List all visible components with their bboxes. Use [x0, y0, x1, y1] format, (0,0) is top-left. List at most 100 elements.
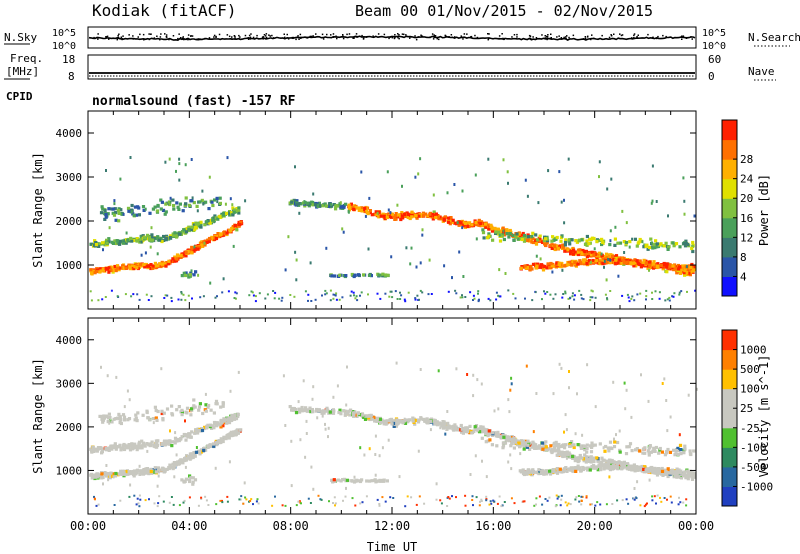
velocity-cell [511, 437, 515, 441]
power-cell [138, 298, 141, 301]
velocity-cell [498, 495, 501, 498]
power-cell [431, 217, 435, 221]
power-cell [418, 298, 420, 301]
power-cell [477, 292, 479, 295]
power-cell [531, 237, 535, 241]
power-cell [150, 295, 153, 298]
power-cell [135, 266, 139, 270]
power-cell [192, 273, 196, 277]
velocity-cell [129, 444, 133, 448]
velocity-cell [212, 411, 216, 415]
velocity-cell [321, 409, 325, 413]
power-cell [135, 239, 140, 243]
power-cell [173, 231, 177, 235]
power-cell [449, 216, 453, 220]
power-cell [537, 201, 540, 205]
velocity-cell [315, 407, 319, 412]
velocity-cell [577, 467, 581, 471]
power-cell [461, 226, 464, 230]
power-cell [122, 266, 126, 271]
noise-left-bottom-tick: 10^0 [52, 41, 76, 52]
power-cell [144, 251, 147, 255]
velocity-cell [345, 486, 347, 490]
velocity-cell [521, 441, 525, 445]
power-cell [487, 227, 491, 231]
power-cell [446, 191, 449, 195]
velocity-cell [94, 498, 96, 501]
noise-search-point [132, 35, 134, 37]
velocity-cell [493, 500, 496, 503]
power-cell [203, 243, 207, 247]
velocity-cell [121, 413, 126, 417]
noise-search-point [261, 36, 264, 38]
velocity-cell [139, 498, 142, 501]
velocity-cell [691, 471, 695, 475]
power-cell [628, 240, 632, 244]
velocity-cell [564, 443, 568, 447]
velocity-cell [226, 417, 230, 421]
velocity-cell [226, 495, 229, 498]
power-cell [656, 262, 660, 266]
power-cell [432, 210, 436, 214]
velocity-cell [378, 503, 381, 505]
velocity-cell [635, 447, 639, 451]
power-cell [629, 261, 633, 265]
velocity-cell [666, 498, 668, 501]
power-cell [403, 298, 406, 301]
velocity-cell [205, 499, 208, 502]
velocity-cell [555, 494, 558, 497]
noise-search-point [431, 33, 434, 35]
velocity-cell [200, 428, 205, 433]
velocity-cell [586, 363, 589, 367]
power-cell [396, 203, 399, 207]
power-cell [651, 291, 653, 294]
velocity-cell [688, 449, 692, 453]
power-cell [457, 223, 461, 227]
velocity-cell [496, 434, 500, 438]
cpid-label: CPID [6, 90, 33, 103]
velocity-cell [565, 428, 568, 432]
power-cell [89, 268, 93, 272]
velocity-cell [670, 501, 673, 504]
power-cell [483, 222, 488, 226]
velocity-cell [135, 468, 140, 472]
velocity-cell [608, 440, 613, 444]
power-cell [419, 157, 422, 161]
velocity-cell [485, 475, 488, 479]
power-cell [561, 245, 566, 249]
power-cell [446, 216, 451, 220]
power-cell [109, 268, 113, 273]
velocity-cell [403, 421, 408, 425]
velocity-cell [678, 496, 680, 499]
power-cell [468, 221, 472, 225]
noise-search-point [546, 37, 548, 40]
power-cell [522, 239, 527, 243]
velocity-cell [521, 439, 525, 443]
velocity-cell [439, 426, 442, 430]
velocity-cell [591, 503, 593, 506]
velocity-cell [302, 379, 305, 383]
power-cell [642, 261, 646, 265]
freq-strip: Freq. [MHz] 18 8 60 0 Nave [4, 52, 776, 83]
velocity-cell [688, 474, 692, 478]
freq-bottom-tick: 8 [68, 70, 75, 83]
power-cell [585, 243, 589, 247]
power-cell [585, 255, 589, 259]
power-cell [679, 267, 683, 271]
velocity-cell [620, 462, 624, 466]
power-y-tick-label: 3000 [56, 171, 83, 184]
velocity-cell [580, 503, 583, 506]
noise-search-point [391, 36, 394, 39]
power-cell [690, 246, 694, 251]
power-cell [104, 296, 107, 298]
nave-bottom-tick: 0 [708, 70, 715, 83]
velocity-cell [90, 449, 94, 453]
power-cell [170, 300, 173, 303]
velocity-cell [672, 448, 676, 452]
velocity-cell [351, 497, 354, 500]
velocity-cell [138, 444, 143, 448]
power-cell [521, 231, 525, 236]
power-cell [303, 204, 307, 208]
velocity-cell [187, 435, 191, 439]
velocity-cell [573, 459, 577, 463]
